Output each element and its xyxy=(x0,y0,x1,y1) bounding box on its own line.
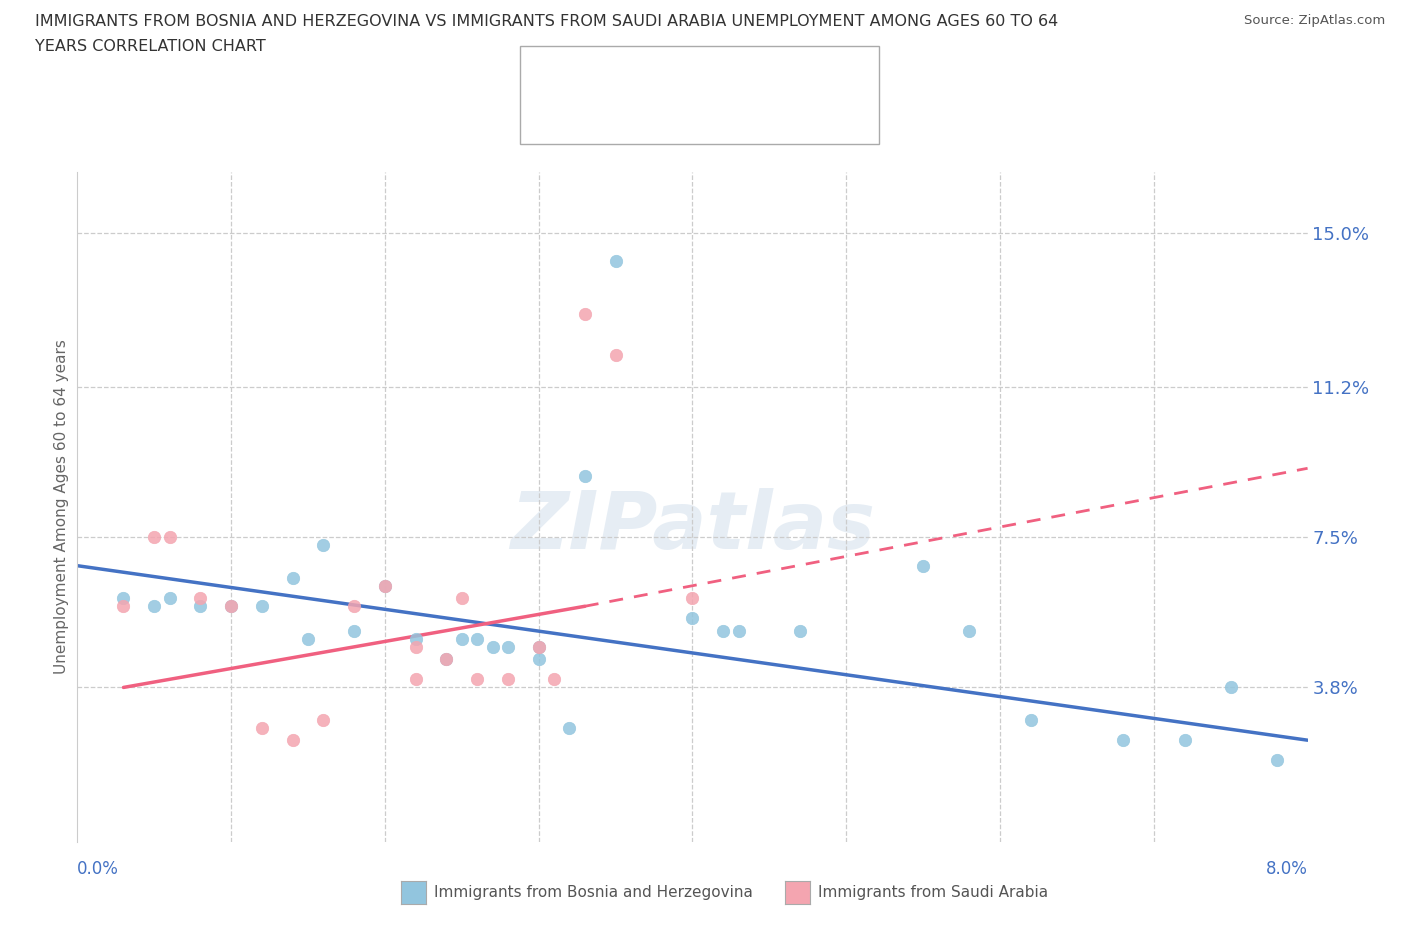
Point xyxy=(574,307,596,322)
Point xyxy=(450,631,472,646)
Point xyxy=(188,591,212,605)
Point xyxy=(374,578,396,593)
Point xyxy=(527,652,550,667)
Text: Source: ZipAtlas.com: Source: ZipAtlas.com xyxy=(1244,14,1385,27)
Point xyxy=(343,623,366,638)
Point xyxy=(558,721,581,736)
Point xyxy=(789,623,811,638)
Text: IMMIGRANTS FROM BOSNIA AND HERZEGOVINA VS IMMIGRANTS FROM SAUDI ARABIA UNEMPLOYM: IMMIGRANTS FROM BOSNIA AND HERZEGOVINA V… xyxy=(35,14,1059,29)
Point xyxy=(112,599,135,614)
Point xyxy=(1019,712,1042,727)
Text: ZIPatlas: ZIPatlas xyxy=(510,488,875,566)
Text: 8.0%: 8.0% xyxy=(1265,860,1308,878)
Point xyxy=(219,599,242,614)
Point xyxy=(219,599,242,614)
Point xyxy=(682,591,704,605)
Point xyxy=(312,538,335,552)
Point xyxy=(1112,733,1135,748)
Point xyxy=(159,530,181,545)
Point xyxy=(465,631,488,646)
Point xyxy=(159,591,181,605)
Text: 0.0%: 0.0% xyxy=(77,860,120,878)
Point xyxy=(682,611,704,626)
Point xyxy=(465,671,488,686)
Text: YEARS CORRELATION CHART: YEARS CORRELATION CHART xyxy=(35,39,266,54)
Point xyxy=(188,599,212,614)
Point xyxy=(405,631,427,646)
Point xyxy=(436,652,458,667)
Point xyxy=(527,640,550,655)
Point xyxy=(727,623,749,638)
Point xyxy=(450,591,472,605)
Text: R = -0.175   N = 29: R = -0.175 N = 29 xyxy=(574,66,773,85)
Point xyxy=(343,599,366,614)
Point xyxy=(957,623,980,638)
Point xyxy=(297,631,319,646)
Point xyxy=(711,623,734,638)
Point xyxy=(481,640,503,655)
Point xyxy=(496,640,519,655)
Point xyxy=(143,530,166,545)
Point xyxy=(250,721,273,736)
Point xyxy=(281,733,304,748)
Point xyxy=(1265,753,1288,768)
Point xyxy=(143,599,166,614)
Point xyxy=(605,254,627,269)
Text: Immigrants from Bosnia and Herzegovina: Immigrants from Bosnia and Herzegovina xyxy=(434,885,754,900)
Point xyxy=(250,599,273,614)
Text: R =  0.212   N = 21: R = 0.212 N = 21 xyxy=(574,103,773,122)
Point xyxy=(496,671,519,686)
Point xyxy=(527,640,550,655)
Point xyxy=(574,469,596,484)
Point xyxy=(436,652,458,667)
Point xyxy=(912,558,935,573)
Point xyxy=(281,570,304,585)
Point xyxy=(543,671,565,686)
Y-axis label: Unemployment Among Ages 60 to 64 years: Unemployment Among Ages 60 to 64 years xyxy=(53,339,69,674)
Point xyxy=(405,640,427,655)
Point xyxy=(374,578,396,593)
Point xyxy=(405,671,427,686)
Point xyxy=(1174,733,1197,748)
Point xyxy=(112,591,135,605)
Point xyxy=(1219,680,1241,695)
Text: Immigrants from Saudi Arabia: Immigrants from Saudi Arabia xyxy=(818,885,1049,900)
Point xyxy=(312,712,335,727)
Point xyxy=(605,347,627,362)
